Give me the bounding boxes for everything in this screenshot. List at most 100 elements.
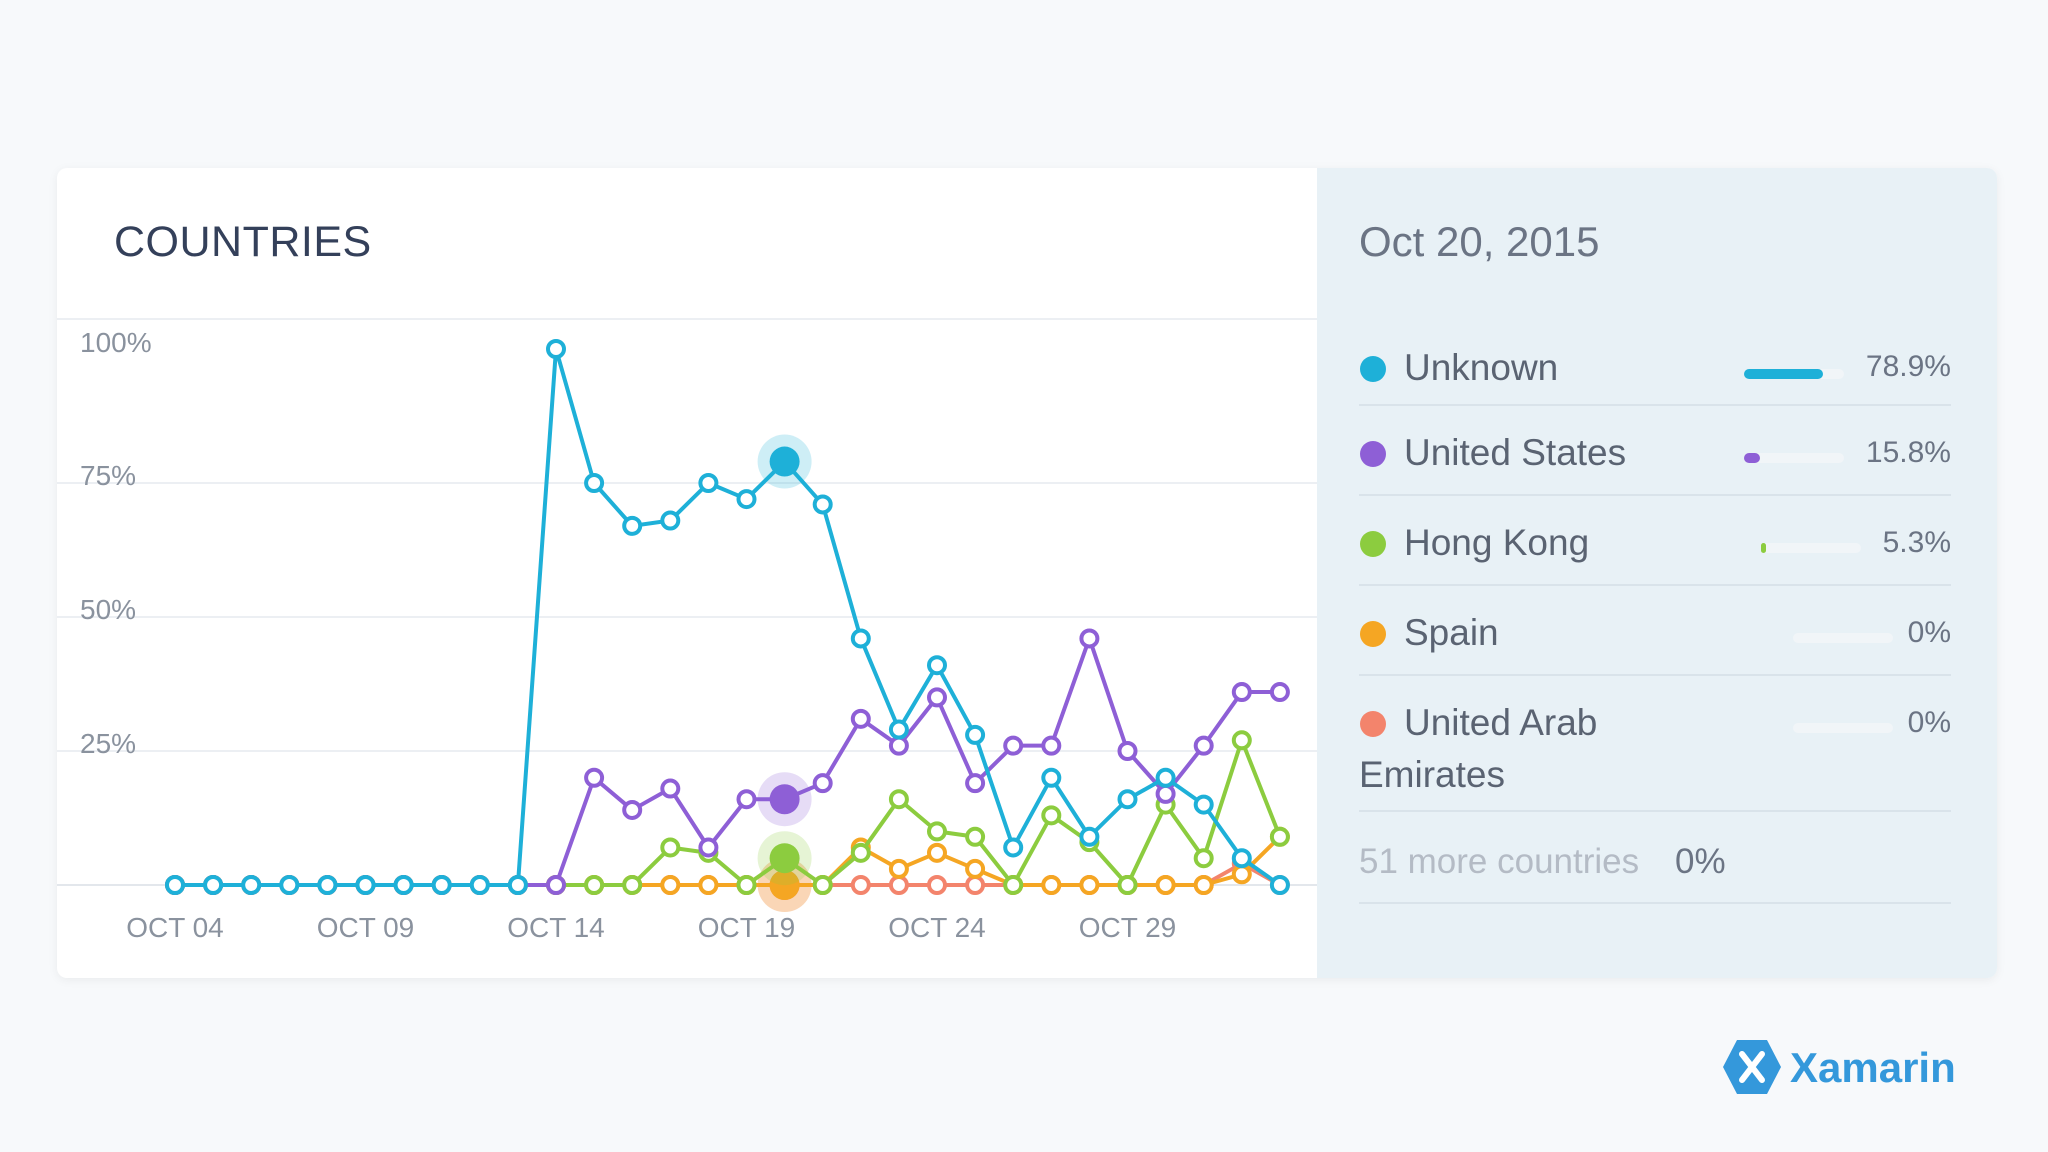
data-point [1003,875,1024,895]
y-tick-label: 25% [80,728,136,759]
legend-percent: 15.8% [1865,436,1951,469]
legend-percent: 78.9% [1865,350,1951,383]
data-point [1041,805,1062,826]
data-point [622,799,643,820]
legend-item-unknown[interactable]: Unknown 78.9% [1359,336,1951,406]
legend-item-spain[interactable]: Spain 0% [1359,588,1951,676]
data-point [1231,864,1252,885]
data-point [927,655,947,676]
data-point [888,735,909,756]
data-point [165,875,185,895]
legend-label: Unknown [1404,347,1559,388]
legend-percent: 0% [1907,616,1951,649]
highlight-point [769,446,800,477]
data-point [888,875,909,895]
data-point [1079,826,1100,847]
unknown-dot-icon [1360,356,1386,382]
data-point [812,494,833,515]
data-point [584,767,605,788]
data-point [1193,848,1214,869]
legend-bar-track [1761,543,1861,553]
data-point [1117,875,1138,895]
legend-item-united-states[interactable]: United States 15.8% [1359,408,1951,496]
series-line [175,636,1280,887]
x-tick-label: OCT 04 [126,912,224,943]
data-point [355,875,376,895]
data-point [584,875,605,895]
legend-percent: 5.3% [1882,526,1951,559]
data-point [927,687,947,708]
data-point [279,875,300,895]
data-point [927,875,947,895]
data-point [1269,826,1290,847]
side-panel [1317,168,1997,978]
data-point [1231,682,1252,703]
x-tick-label: OCT 24 [888,912,986,943]
data-point [812,875,833,895]
legend-item-united-arab-emirates[interactable]: United Arab Emirates 0% [1359,678,1951,812]
card-title: COUNTRIES [114,218,372,266]
data-point [469,875,490,895]
data-point [1155,875,1176,895]
data-point [1117,741,1138,761]
legend-bar-track [1793,633,1893,643]
legend-bar-fill [1744,369,1823,379]
legend-label: United Arab Emirates [1359,702,1598,795]
data-point [660,875,681,895]
more-countries-label: 51 more countries [1359,842,1640,881]
data-point [584,473,605,493]
data-point [1155,783,1176,804]
data-point [1193,875,1214,895]
data-point [546,875,566,895]
data-point [850,875,871,895]
data-point [317,875,338,895]
data-point [1041,875,1062,895]
xamarin-logo-icon [1723,1040,1781,1094]
highlight-point [769,784,800,815]
more-countries-row[interactable]: 51 more countries 0% [1359,812,1951,904]
data-point [698,837,719,858]
data-point [698,875,719,895]
data-point [965,724,986,745]
data-point [203,875,224,895]
legend-label: Hong Kong [1404,522,1590,563]
x-tick-label: OCT 29 [1079,912,1177,943]
data-point [812,773,833,794]
data-point [546,339,566,359]
legend-bar-fill [1761,543,1767,553]
data-point [965,826,986,847]
data-point [1079,875,1100,895]
united-arab-emirates-dot-icon [1360,711,1386,737]
data-point [622,515,643,536]
series-line [175,835,1282,887]
data-point [888,858,909,879]
data-point [1079,628,1100,649]
legend-bar-track [1744,453,1844,463]
legend-label: Spain [1404,612,1499,653]
united-states-dot-icon [1360,441,1386,467]
legend-label: United States [1404,432,1627,473]
data-point [850,842,871,863]
data-point [1155,767,1176,788]
data-point [1231,730,1252,751]
y-tick-label: 75% [80,460,136,491]
data-point [660,778,681,799]
data-point [888,719,909,740]
data-point [736,489,757,510]
data-point [927,842,947,863]
y-tick-label: 50% [80,594,136,625]
legend-item-hong-kong[interactable]: Hong Kong 5.3% [1359,498,1951,586]
data-point [660,510,681,531]
data-point [1193,735,1214,756]
data-point [1041,767,1062,788]
x-tick-label: OCT 09 [317,912,415,943]
data-point [1231,848,1252,869]
data-point [965,773,986,794]
brand-name: Xamarin [1790,1044,1956,1091]
data-point [660,837,681,858]
y-tick-label: 100% [80,327,152,358]
x-tick-label: OCT 19 [698,912,796,943]
data-point [850,708,871,729]
data-point [1003,735,1024,756]
